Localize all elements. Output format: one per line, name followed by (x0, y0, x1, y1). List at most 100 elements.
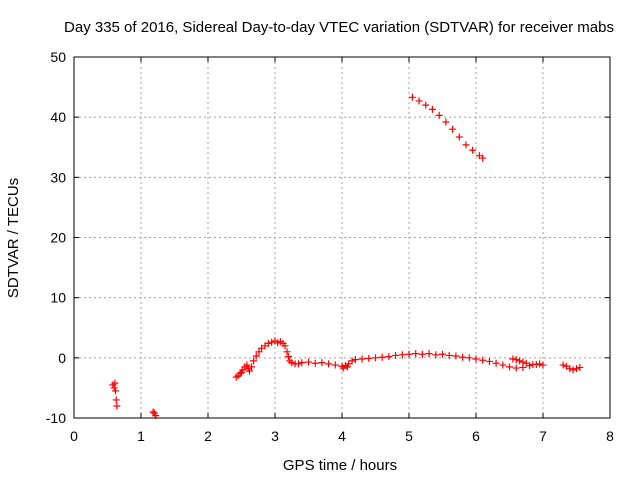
data-series (109, 93, 584, 420)
data-point (398, 351, 406, 359)
data-point (465, 354, 473, 362)
data-point (405, 350, 413, 358)
data-point (149, 408, 157, 416)
data-point (281, 342, 289, 350)
data-point (536, 360, 544, 368)
data-point (246, 367, 254, 375)
y-tick-label: 30 (50, 169, 66, 185)
data-point (422, 101, 430, 109)
data-point (522, 359, 530, 367)
data-point (392, 351, 400, 359)
data-point (479, 154, 487, 162)
data-point (485, 357, 493, 365)
data-point (110, 384, 118, 392)
data-point (435, 111, 443, 119)
data-point (351, 356, 359, 364)
data-point (459, 353, 467, 361)
data-point (378, 353, 386, 361)
x-tick-label: 7 (539, 428, 547, 444)
chart-title: Day 335 of 2016, Sidereal Day-to-day VTE… (64, 19, 614, 36)
x-tick-label: 0 (70, 428, 78, 444)
data-point (509, 355, 517, 363)
data-point (348, 357, 356, 365)
data-point (325, 360, 333, 368)
x-tick-label: 6 (472, 428, 480, 444)
x-tick-label: 8 (606, 428, 614, 444)
data-point (442, 118, 450, 126)
data-point (331, 361, 339, 369)
data-point (418, 350, 426, 358)
x-tick-label: 1 (137, 428, 145, 444)
data-point (519, 358, 527, 366)
data-point (294, 360, 302, 368)
data-point (512, 364, 520, 372)
data-point (479, 356, 487, 364)
data-point (305, 358, 312, 366)
y-tick-label: 0 (58, 350, 66, 366)
data-point (559, 361, 567, 369)
data-point (566, 365, 574, 373)
data-point (576, 363, 584, 371)
data-point (469, 146, 477, 154)
data-point (264, 339, 272, 347)
data-point (439, 350, 446, 358)
data-point (573, 365, 580, 373)
y-tick-label: 20 (50, 230, 66, 246)
data-point (343, 363, 351, 371)
data-point (569, 366, 577, 374)
data-point (113, 402, 121, 410)
data-point (236, 369, 244, 377)
data-point (432, 351, 440, 359)
x-axis-label: GPS time / hours (283, 457, 397, 474)
data-point (445, 351, 453, 359)
data-point (455, 133, 463, 141)
y-axis-label: SDTVAR / TECUs (5, 178, 22, 298)
data-point (539, 361, 547, 369)
x-tick-label: 5 (405, 428, 413, 444)
data-point (529, 360, 537, 368)
data-point (345, 360, 353, 368)
data-point (408, 93, 416, 101)
data-point (250, 357, 258, 365)
data-point (452, 352, 460, 360)
data-point (243, 361, 251, 369)
data-point (358, 355, 366, 363)
x-tick-label: 2 (204, 428, 212, 444)
data-point (372, 354, 379, 362)
data-point (492, 359, 500, 367)
data-point (365, 354, 373, 362)
data-point (111, 379, 119, 387)
data-point (248, 363, 256, 371)
data-point (506, 363, 513, 371)
data-point (268, 338, 276, 346)
data-point (516, 357, 524, 365)
data-point (311, 359, 319, 367)
data-point (298, 359, 306, 367)
data-point (462, 141, 470, 149)
data-point (412, 350, 420, 358)
x-tick-label: 4 (338, 428, 346, 444)
y-tick-label: 40 (50, 109, 66, 125)
data-point (512, 356, 520, 364)
data-point (283, 348, 291, 356)
data-point (288, 359, 296, 367)
data-point (449, 125, 457, 133)
data-point (472, 355, 480, 363)
grid (74, 57, 610, 418)
data-point (415, 97, 423, 105)
y-tick-label: -10 (46, 410, 66, 426)
x-tick-label: 3 (271, 428, 279, 444)
y-tick-label: 10 (50, 290, 66, 306)
data-point (425, 350, 433, 358)
data-point (499, 361, 507, 369)
data-point (112, 387, 120, 395)
data-point (385, 353, 393, 361)
data-point (112, 396, 120, 404)
data-point (252, 352, 260, 360)
data-point (428, 105, 436, 113)
data-point (284, 353, 292, 361)
